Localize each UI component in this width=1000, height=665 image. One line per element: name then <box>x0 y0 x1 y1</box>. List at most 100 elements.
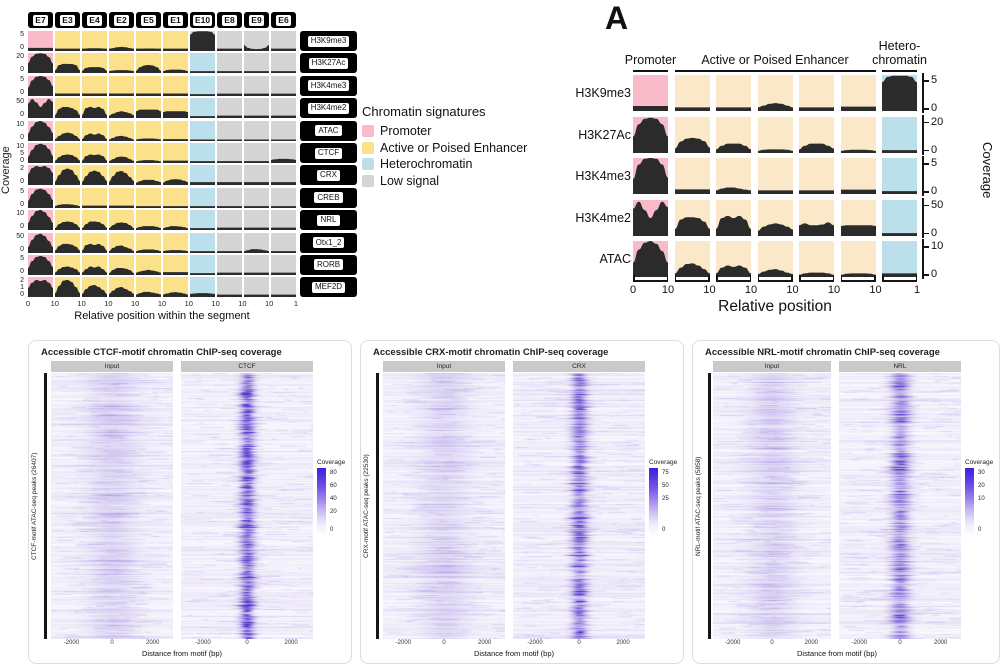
segment-column-header: E3 <box>55 12 80 28</box>
coverage-curve <box>882 273 917 277</box>
row-label-box: NRL <box>300 210 357 231</box>
coverage-curve <box>799 272 834 277</box>
facet-chip: CTCF -2000 0 2000 <box>181 361 313 646</box>
coverage-curve <box>28 233 53 253</box>
panel-a-row-label: H3K9me3 <box>575 86 631 100</box>
coverage-curve <box>840 189 876 194</box>
coverage-curve <box>244 294 269 298</box>
coverage-curve <box>82 285 107 298</box>
coverage-cell <box>190 210 215 231</box>
coverage-curve <box>190 31 215 52</box>
segment-name: E5 <box>141 14 156 26</box>
coverage-curve <box>55 280 80 298</box>
coverage-curve <box>217 182 242 186</box>
heatmap-title: Accessible CTCF-motif chromatin ChIP-seq… <box>41 347 282 358</box>
coverage-cell <box>163 210 188 231</box>
coverage-curve <box>674 189 710 194</box>
segment-grid-cells <box>28 31 296 298</box>
coverage-cell <box>82 165 107 186</box>
coverage-curve <box>82 205 107 208</box>
coverage-cell <box>799 116 834 153</box>
legend-items: Promoter Active or Poised Enhancer Heteroc… <box>362 123 527 189</box>
coverage-curve <box>109 287 134 298</box>
coverage-cell <box>136 277 161 298</box>
coverage-curve <box>55 243 80 253</box>
row-label-box: CREB <box>300 187 357 208</box>
coverage-curve <box>190 205 215 208</box>
legend-title: Chromatin signatures <box>362 104 486 119</box>
coverage-cell <box>271 53 296 74</box>
coverage-cell <box>163 142 188 164</box>
coverage-curve <box>716 143 751 153</box>
coverage-curve <box>109 171 134 186</box>
group-underline <box>633 70 668 72</box>
coverage-cell <box>244 31 269 52</box>
panel-a-row-y-axis: 10 0 <box>922 239 956 280</box>
coverage-cell <box>28 165 53 186</box>
coverage-curve <box>190 93 215 96</box>
segment-name: E3 <box>60 14 75 26</box>
coverage-cell <box>136 210 161 231</box>
coverage-cell <box>136 75 161 96</box>
legend-item: Low signal <box>362 173 527 190</box>
coverage-curve <box>28 53 53 74</box>
coverage-curve <box>716 107 751 111</box>
coverage-cell <box>163 165 188 186</box>
mark-name: NRL <box>317 214 340 226</box>
coverage-cell <box>244 98 269 119</box>
row-y-ticks: 10 0 <box>16 210 24 231</box>
coverage-curve <box>82 170 107 186</box>
coverage-cell <box>633 158 668 194</box>
coverage-cell <box>217 31 242 52</box>
coverage-curve <box>244 205 269 208</box>
coverage-curve <box>244 161 269 164</box>
segment-name: E7 <box>33 14 48 26</box>
coverage-curve <box>190 228 215 231</box>
heatmap-panel-ctcf: Accessible CTCF-motif chromatin ChIP-seq… <box>28 340 352 664</box>
coverage-cell <box>28 254 53 275</box>
segment-column-header: E1 <box>163 12 188 28</box>
coverage-curve <box>244 71 269 74</box>
segment-name: E10 <box>192 14 213 26</box>
coverage-cell <box>136 165 161 186</box>
heatmap-x-ticks: -2000 0 2000 <box>63 640 160 646</box>
legend-swatch <box>362 141 374 154</box>
coverage-curve <box>163 179 188 186</box>
coverage-cell <box>271 277 296 298</box>
coverage-cell <box>55 254 80 275</box>
coverage-cell <box>674 116 710 153</box>
coverage-cell <box>217 142 242 164</box>
coverage-cell <box>28 120 53 141</box>
facet-chip: CRX -2000 0 2000 <box>513 361 645 646</box>
chromatin-signatures-legend: Chromatin signatures Promoter Active or P… <box>362 104 527 189</box>
coverage-cell <box>82 277 107 298</box>
colorbar-title: Coverage <box>649 459 678 466</box>
coverage-cell <box>757 199 793 236</box>
coverage-cell <box>882 199 917 236</box>
coverage-curve <box>271 93 296 96</box>
coverage-cell <box>82 98 107 119</box>
coverage-curve <box>757 222 793 236</box>
coverage-cell <box>757 158 793 194</box>
coverage-curve <box>82 243 107 253</box>
heatmap-y-axis-label: CTCF-motif ATAC-seq peaks (26407) <box>31 452 38 560</box>
heatmap-input-canvas <box>51 373 173 639</box>
coverage-cell <box>109 277 134 298</box>
segment-name: E6 <box>276 14 291 26</box>
coverage-curve <box>28 143 53 164</box>
coverage-curve <box>28 120 53 141</box>
panel-a-row-label: H3K4me2 <box>575 210 631 225</box>
coverage-curve <box>217 294 242 298</box>
coverage-cell <box>633 199 668 236</box>
coverage-curve <box>82 221 107 231</box>
row-label-box: MEF2D <box>300 277 357 298</box>
group-label: Active or Poised Enhancer <box>701 52 849 67</box>
coverage-curve <box>109 222 134 231</box>
coverage-curve <box>163 205 188 208</box>
coverage-curve <box>136 180 161 186</box>
segment-chromatin-grid-panel: Coverage E7 E3 E4 E2 E5 E1 E10 E8 E9 E6 5 0 20 0 5 0 50… <box>0 0 360 335</box>
panel-a-y-axis-title: Coverage <box>980 141 995 199</box>
mark-name: CTCF <box>314 147 343 159</box>
coverage-cell <box>28 142 53 164</box>
